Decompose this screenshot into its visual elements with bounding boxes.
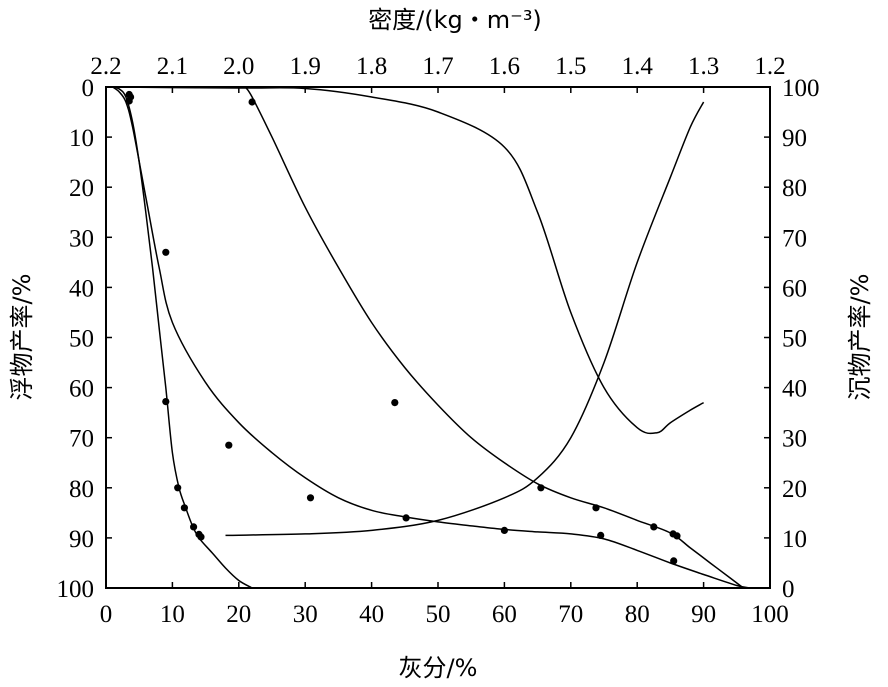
series-3-line	[244, 86, 744, 589]
right-tick-label: 30	[782, 426, 807, 453]
y-tick-label: 90	[69, 526, 94, 553]
right-tick-label: 100	[782, 75, 820, 102]
x-tick-label: 70	[558, 601, 583, 628]
series-2-line	[112, 86, 751, 589]
x-tick-label: 90	[691, 601, 716, 628]
series-1-point	[180, 504, 188, 512]
x-tick-label: 20	[226, 601, 251, 628]
chart-curves	[105, 86, 751, 589]
y-tick-label: 10	[69, 125, 94, 152]
series-3-point	[650, 523, 658, 531]
y-tick-label: 70	[69, 426, 94, 453]
right-tick-label: 40	[782, 376, 807, 403]
series-1-point	[174, 484, 182, 492]
axis-ticks	[105, 86, 771, 589]
right-tick-label: 80	[782, 175, 807, 202]
series-2-point	[500, 526, 508, 535]
top-tick-label: 1.8	[356, 53, 387, 80]
right-tick-label: 50	[782, 326, 807, 353]
series-5-line	[225, 101, 705, 537]
right-tick-label: 90	[782, 125, 807, 152]
series-1-line	[112, 86, 253, 589]
right-tick-label: 60	[782, 275, 807, 302]
x-axis-title: 灰分/%	[399, 654, 478, 682]
right-tick-label: 10	[782, 526, 807, 553]
right-tick-label: 70	[782, 225, 807, 252]
right-tick-label: 20	[782, 476, 807, 503]
series-1-point	[197, 533, 205, 541]
y-tick-label: 50	[69, 326, 94, 353]
right-axis-title: 沉物产率/%	[846, 274, 874, 401]
y-tick-label: 0	[82, 75, 95, 102]
y-axis-title: 浮物产率/%	[8, 274, 36, 401]
y-tick-label: 30	[69, 225, 94, 252]
series-2-point	[670, 557, 678, 565]
series-2-point	[306, 494, 315, 502]
series-1-point	[190, 523, 198, 531]
series-2-point	[127, 93, 135, 101]
series-3-point	[673, 532, 681, 540]
series-4-line	[105, 86, 704, 435]
x-tick-label: 30	[293, 601, 318, 628]
top-tick-label: 1.6	[489, 53, 520, 80]
series-1-point	[162, 398, 170, 406]
top-axis-title: 密度/(kg・m⁻³)	[368, 6, 542, 34]
y-tick-label: 20	[69, 175, 94, 202]
series-3-point	[248, 98, 256, 106]
y-tick-label: 60	[69, 376, 94, 403]
x-tick-label: 0	[100, 601, 113, 628]
x-tick-label: 10	[160, 601, 185, 628]
series-2-point	[162, 248, 170, 256]
y-tick-label: 80	[69, 476, 94, 503]
top-tick-label: 1.7	[422, 53, 453, 80]
right-tick-label: 0	[782, 576, 795, 603]
series-3-point	[391, 399, 399, 407]
x-tick-label: 100	[751, 601, 789, 628]
y-tick-label: 40	[69, 275, 94, 302]
top-tick-label: 2.0	[223, 53, 254, 80]
top-tick-label: 2.2	[90, 53, 121, 80]
top-tick-label: 1.2	[754, 53, 785, 80]
series-3-point	[537, 484, 545, 492]
top-tick-label: 1.4	[622, 53, 654, 80]
x-tick-label: 60	[492, 601, 517, 628]
y-tick-label: 100	[57, 576, 95, 603]
top-tick-label: 1.3	[688, 53, 719, 80]
x-tick-label: 40	[359, 601, 384, 628]
series-2-point	[597, 531, 605, 540]
top-tick-label: 1.9	[290, 53, 321, 80]
x-tick-label: 80	[625, 601, 650, 628]
chart-points	[125, 90, 681, 565]
x-tick-label: 50	[426, 601, 451, 628]
plot-frame	[105, 86, 771, 589]
series-2-point	[402, 514, 410, 522]
top-tick-label: 1.5	[555, 53, 586, 80]
series-2-point	[225, 441, 233, 449]
top-tick-label: 2.1	[157, 53, 188, 80]
series-3-point	[592, 504, 600, 512]
